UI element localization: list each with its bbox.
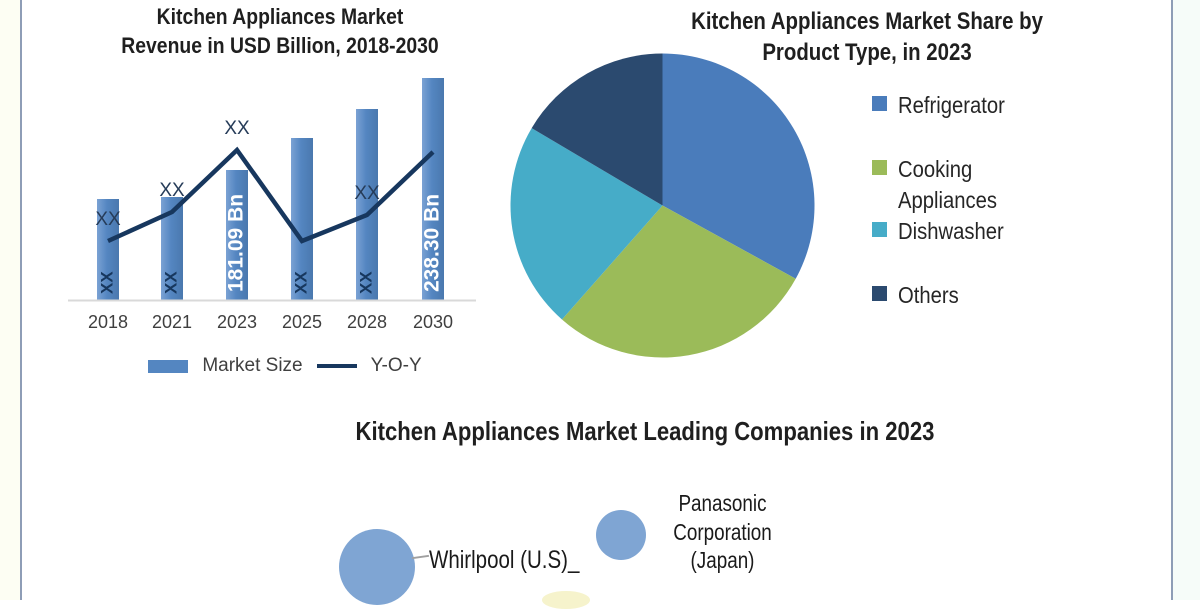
whirlpool-connector-line xyxy=(411,554,430,560)
x-tick-2028: 2028 xyxy=(347,312,387,332)
bar-2023 xyxy=(226,170,248,300)
yoy-line xyxy=(107,146,435,244)
bar-label-2030: 238.30 Bn xyxy=(421,194,444,292)
pie-chart-title: Kitchen Appliances Market Share by Produ… xyxy=(691,8,1043,66)
pie-slice-refrigerator xyxy=(662,53,815,279)
x-tick-2030: 2030 xyxy=(413,312,453,332)
bar-label-2021: XX xyxy=(161,271,180,294)
yoy-point-label-2028: XX xyxy=(354,183,380,204)
cooking-appliances-legend-label: Cooking Appliances xyxy=(898,156,998,213)
panasonic-bubble xyxy=(596,510,646,560)
bar-label-2018: XX xyxy=(97,271,116,294)
dishwasher-legend-label: Dishwasher xyxy=(898,218,1004,244)
revenue-chart-legend: Market Size Y-O-Y xyxy=(95,355,475,377)
frame-right-border xyxy=(1171,0,1173,600)
market-size-legend-label: Market Size xyxy=(202,355,303,376)
refrigerator-legend-label: Refrigerator xyxy=(898,92,1005,118)
bar-label-2025: XX xyxy=(291,271,310,294)
yoy-point-label-2021: XX xyxy=(159,180,185,201)
cooking-appliances-legend-swatch xyxy=(872,160,887,175)
market-share-pie-chart xyxy=(510,53,815,358)
bar-2030 xyxy=(422,78,444,300)
x-tick-2023: 2023 xyxy=(217,312,257,332)
bar-2021 xyxy=(161,197,183,300)
bar-label-2023: 181.09 Bn xyxy=(225,194,248,292)
dishwasher-legend-swatch xyxy=(872,222,887,237)
yoy-legend-label: Y-O-Y xyxy=(370,355,422,376)
revenue-bar-line-chart: XX XX 181.09 Bn XX XX 238.30 Bn XX XX XX XX 2018 20… xyxy=(68,78,476,332)
x-tick-2021: 2021 xyxy=(152,312,192,332)
others-legend-swatch xyxy=(872,286,887,301)
page-right-margin xyxy=(1173,0,1200,600)
frame-left-border xyxy=(20,0,22,600)
panasonic-label: Panasonic Corporation (Japan) xyxy=(673,490,772,573)
cropped-bubble xyxy=(542,591,590,609)
companies-title: Kitchen Appliances Market Leading Compan… xyxy=(355,416,935,446)
yoy-point-label-2018: XX xyxy=(95,209,121,230)
x-tick-2025: 2025 xyxy=(282,312,322,332)
bar-2025 xyxy=(291,138,313,300)
bar-2018 xyxy=(97,199,119,300)
pie-slice-cooking-appliances xyxy=(561,205,796,358)
pie-slice-dishwasher xyxy=(510,128,663,320)
whirlpool-bubble xyxy=(339,529,415,605)
yoy-legend-swatch xyxy=(316,364,357,368)
revenue-chart-title: Kitchen Appliances Market Revenue in USD… xyxy=(121,4,439,58)
page-left-margin xyxy=(0,0,20,600)
bar-label-2028: XX xyxy=(356,271,375,294)
others-legend-label: Others xyxy=(898,282,959,308)
bar-2028 xyxy=(356,109,378,300)
market-size-legend-swatch xyxy=(148,359,189,373)
x-tick-2018: 2018 xyxy=(88,312,128,332)
yoy-point-label-2023: XX xyxy=(224,118,250,139)
refrigerator-legend-swatch xyxy=(872,96,887,111)
whirlpool-label: Whirlpool (U.S)_ xyxy=(429,546,580,574)
pie-slice-others xyxy=(531,53,663,206)
